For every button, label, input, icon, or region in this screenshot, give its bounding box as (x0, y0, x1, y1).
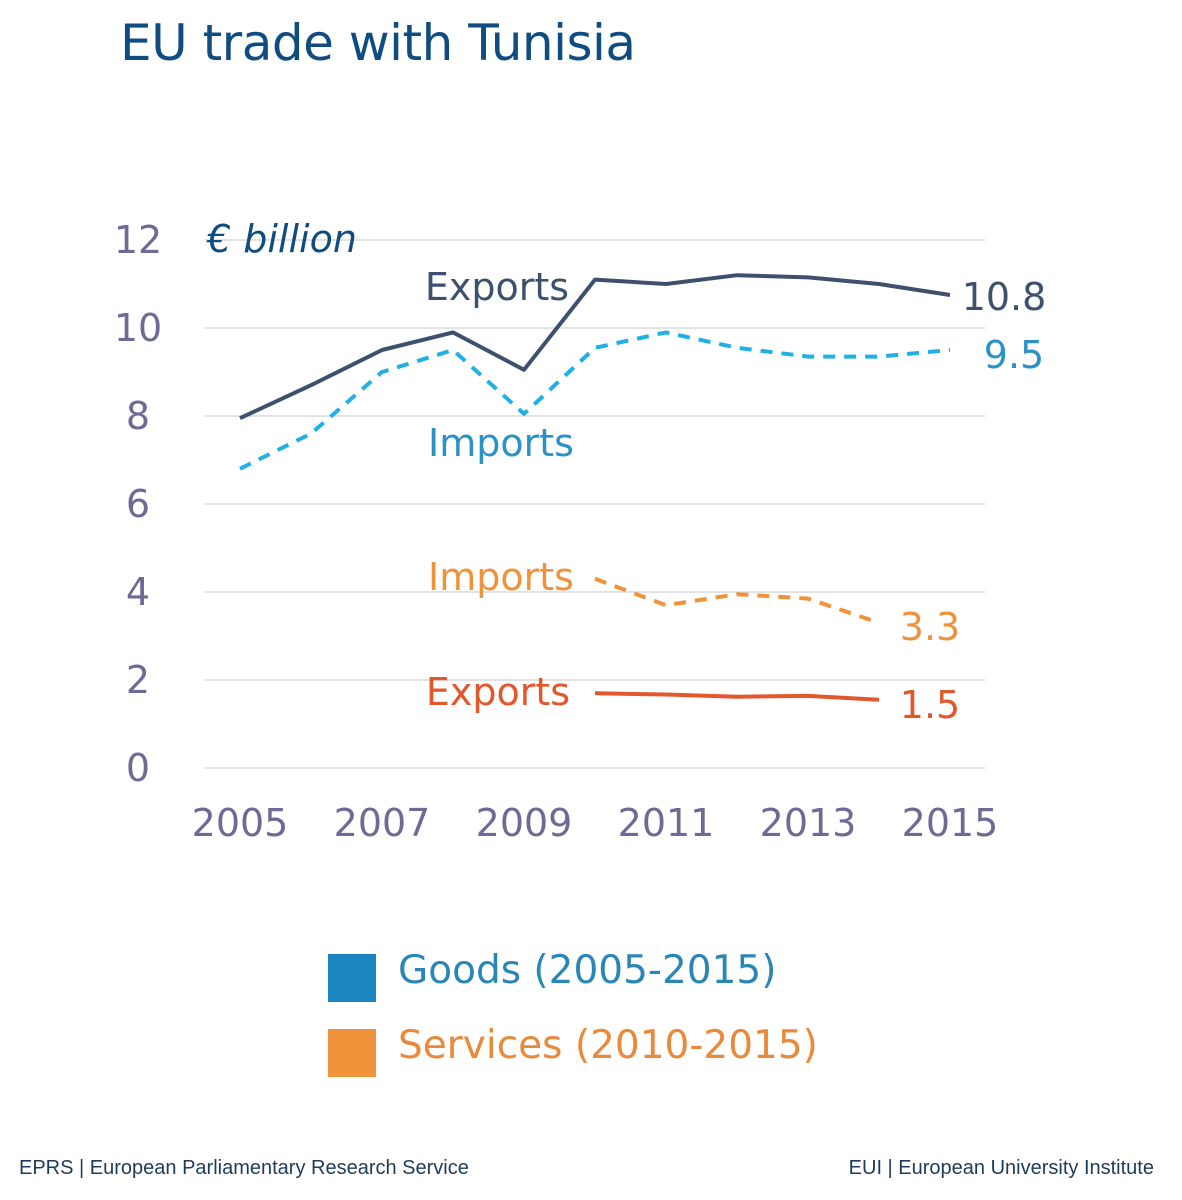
series-name-label: Exports (426, 670, 570, 714)
x-tick-label: 2005 (192, 801, 289, 845)
x-tick-label: 2015 (902, 801, 999, 845)
x-tick-labels: 2005 2007 2009 2011 2013 2015 (192, 801, 999, 845)
x-tick-label: 2013 (760, 801, 857, 845)
y-tick-labels: 0 2 4 6 8 10 12 (114, 218, 162, 790)
gridlines (205, 239, 985, 769)
y-tick-label: 4 (126, 570, 150, 614)
series-line-goods-exports (239, 273, 951, 421)
series-name-label: Exports (425, 265, 569, 309)
y-tick-label: 2 (126, 658, 150, 702)
end-value-label: 1.5 (900, 683, 960, 727)
series-labels: Exports 10.8 Imports 9.5 Imports 3.3 Exports 1.… (425, 265, 1046, 727)
series-line-goods-imports (239, 330, 951, 471)
legend-services-swatch (328, 1029, 376, 1077)
y-tick-label: 0 (126, 746, 150, 790)
end-value-label: 10.8 (962, 275, 1047, 319)
end-value-label: 9.5 (984, 333, 1044, 377)
legend-services-label: Services (2010-2015) (398, 1023, 818, 1068)
x-tick-label: 2011 (618, 801, 715, 845)
footer-left: EPRS | European Parliamentary Research S… (19, 1157, 469, 1179)
series-lines (239, 273, 951, 702)
y-tick-label: 10 (114, 306, 162, 350)
unit-label: € billion (206, 217, 357, 261)
series-name-label: Imports (428, 555, 574, 599)
series-line-services-imports (594, 576, 880, 625)
x-tick-label: 2007 (334, 801, 431, 845)
footer-right: EUI | European University Institute (848, 1157, 1154, 1179)
y-tick-label: 6 (126, 482, 150, 526)
x-tick-label: 2009 (476, 801, 573, 845)
end-value-label: 3.3 (900, 605, 960, 649)
legend-goods-swatch (328, 954, 376, 1002)
legend-goods-label: Goods (2005-2015) (398, 948, 777, 993)
series-line-services-exports (594, 691, 880, 702)
series-name-label: Imports (428, 421, 574, 465)
y-tick-label: 12 (114, 218, 162, 262)
chart-title: EU trade with Tunisia (120, 14, 636, 72)
y-tick-label: 8 (126, 394, 150, 438)
